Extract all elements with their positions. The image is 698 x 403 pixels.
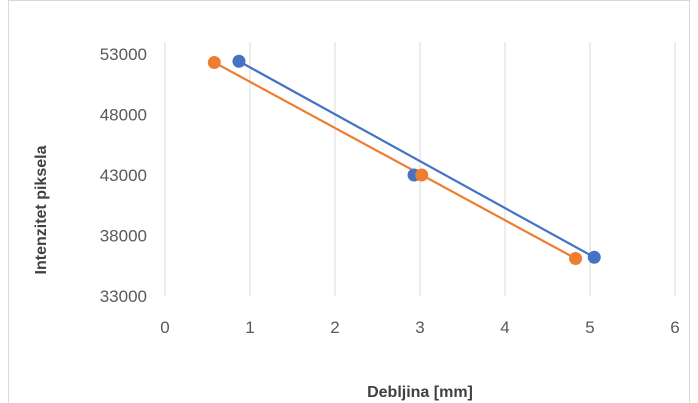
data-point-series-1-1 — [232, 54, 246, 68]
x-tick-label-0: 0 — [160, 318, 169, 337]
trendlines — [213, 60, 595, 260]
trendline-series-1 — [238, 60, 595, 259]
chart-area — [8, 0, 690, 403]
data-point-series-2-1 — [207, 55, 221, 69]
x-tick-labels: 0 1 2 3 4 5 6 — [160, 318, 679, 337]
x-tick-label-2: 2 — [330, 318, 339, 337]
x-tick-label-4: 4 — [500, 318, 509, 337]
x-axis-title: Debljina [mm] — [367, 384, 473, 401]
y-tick-labels: 33000 38000 43000 48000 53000 — [100, 45, 147, 306]
y-tick-label-43000: 43000 — [100, 166, 147, 185]
data-point-series-1-3 — [587, 250, 601, 264]
data-point-series-2-3 — [569, 251, 583, 265]
x-tick-label-3: 3 — [415, 318, 424, 337]
y-tick-label-38000: 38000 — [100, 227, 147, 246]
x-tick-label-6: 6 — [670, 318, 679, 337]
trendline-series-2 — [213, 61, 577, 260]
x-tick-label-1: 1 — [245, 318, 254, 337]
y-tick-label-33000: 33000 — [100, 287, 147, 306]
x-tick-label-5: 5 — [585, 318, 594, 337]
y-tick-label-53000: 53000 — [100, 45, 147, 64]
y-axis-title: Intenzitet piksela — [33, 145, 50, 274]
data-point-series-2-2 — [415, 168, 429, 182]
y-tick-label-48000: 48000 — [100, 106, 147, 125]
data-points — [207, 54, 601, 265]
